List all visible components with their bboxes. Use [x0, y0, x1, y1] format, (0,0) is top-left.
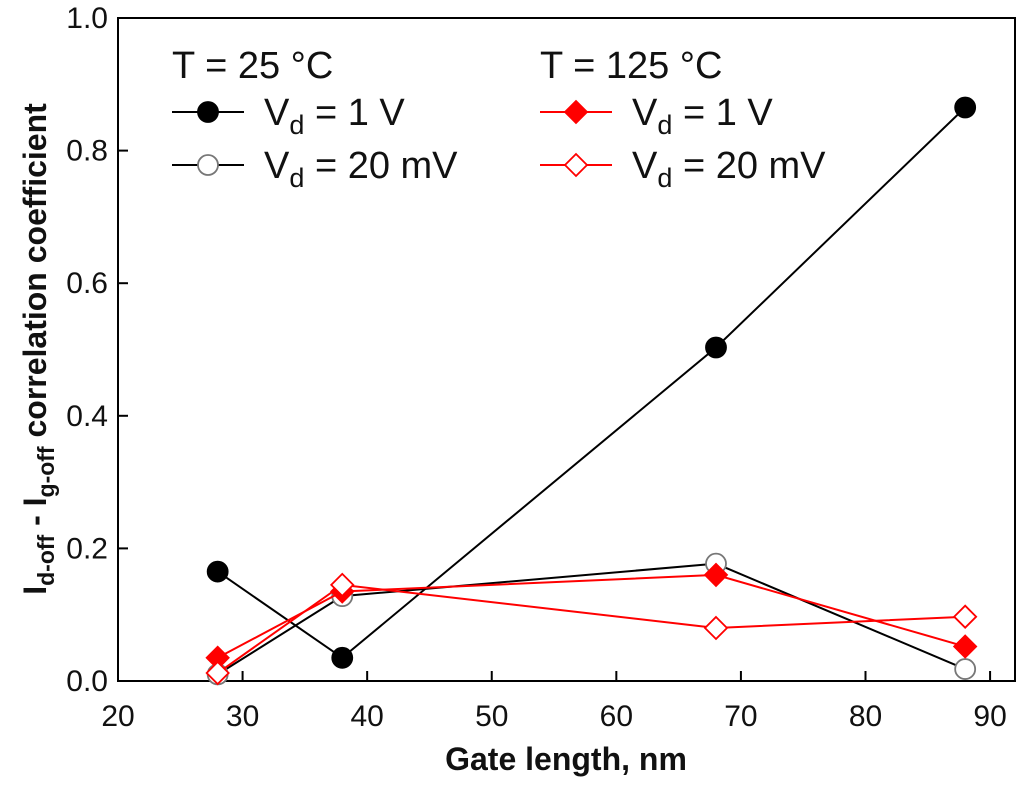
y-axis-title: Id-off - Ig-off correlation coefficient [17, 103, 59, 595]
y-tick-label: 0.8 [66, 135, 108, 168]
x-axis-title: Gate length, nm [445, 741, 687, 777]
legend-header: T = 25 °C [172, 45, 333, 87]
y-title-rest: correlation coefficient [17, 103, 53, 447]
y-tick-label: 1.0 [66, 2, 108, 35]
y-title-i2-sub: g-off [33, 446, 59, 497]
x-tick-label: 90 [973, 700, 1006, 733]
x-axis: 20 30 40 50 60 70 80 90 [101, 671, 1007, 733]
series-2 [205, 562, 978, 671]
y-tick-label: 0.2 [66, 532, 108, 565]
data-point [703, 562, 729, 588]
legend-marker [197, 101, 219, 123]
x-tick-label: 40 [350, 700, 383, 733]
series-line [217, 106, 966, 660]
y-axis: 0.0 0.2 0.4 0.6 0.8 1.0 [66, 2, 128, 698]
x-tick-label: 70 [724, 700, 757, 733]
legend-marker [563, 99, 589, 125]
series-line [217, 562, 966, 676]
legend-label: Vd = 20 mV [632, 145, 826, 193]
legend-label: Vd = 20 mV [264, 145, 458, 193]
y-title-i1-sub: d-off [33, 534, 59, 585]
data-point [205, 660, 230, 686]
series-3 [205, 572, 978, 686]
data-point [952, 604, 978, 629]
data-point [952, 634, 978, 659]
legend-label: Vd = 1 V [632, 92, 773, 140]
legend-item: Vd = 20 mV [172, 145, 458, 193]
data-point [703, 615, 729, 641]
x-tick-label: 60 [600, 700, 633, 733]
series-layer [205, 96, 978, 686]
legend-item: Vd = 20 mV [540, 145, 826, 193]
data-point [705, 336, 727, 359]
x-tick-label: 50 [475, 700, 508, 733]
legend-label: Vd = 1 V [264, 92, 405, 140]
series-0 [206, 96, 977, 669]
data-point [954, 658, 977, 680]
series-1 [206, 552, 977, 686]
y-title-i1: I [17, 586, 53, 595]
data-point [954, 96, 977, 119]
legend-item: Vd = 1 V [540, 92, 773, 140]
x-tick-label: 30 [226, 700, 259, 733]
data-point [329, 572, 355, 598]
legend-marker [197, 154, 219, 176]
x-tick-label: 80 [849, 700, 882, 733]
y-tick-label: 0.4 [66, 400, 108, 433]
legend-marker [563, 152, 589, 178]
data-point [206, 560, 229, 583]
plot-frame [117, 17, 1016, 682]
y-tick-label: 0.6 [66, 267, 108, 300]
y-tick-label: 0.0 [66, 665, 108, 698]
y-title-sep: - I [17, 497, 53, 534]
legend-item: Vd = 1 V [172, 92, 405, 140]
series-line [217, 583, 966, 674]
legend-header: T = 125 °C [540, 45, 722, 87]
data-point [331, 646, 354, 669]
legend: T = 25 °C Vd = 1 V Vd = 20 mV T = 125 °C Vd … [172, 45, 826, 193]
x-tick-label: 20 [101, 700, 134, 733]
series-line [217, 573, 966, 659]
